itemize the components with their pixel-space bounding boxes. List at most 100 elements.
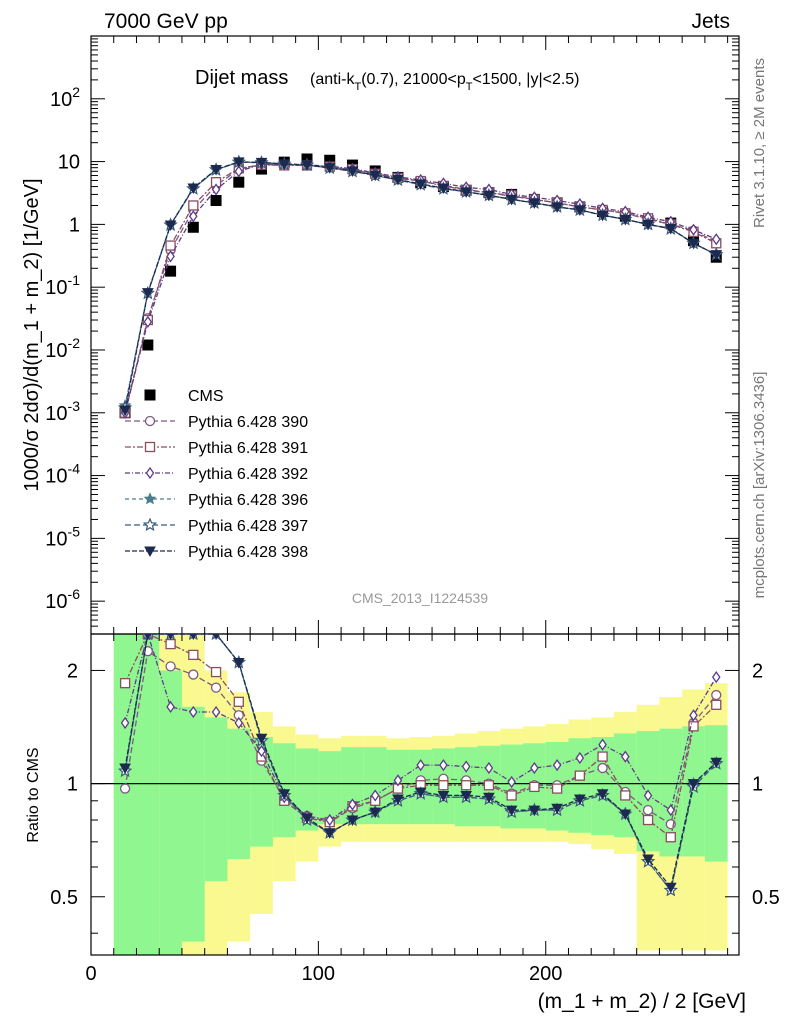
ratio-series-point: [620, 790, 631, 801]
ratio-plot-series: [117, 634, 724, 897]
ratio-series-point: [211, 705, 221, 719]
ratio-y-tick-label-right: 2: [752, 660, 763, 682]
ratio-plot-frame: [90, 633, 740, 956]
stat-band-bin: [363, 747, 387, 825]
main-series-point: [255, 157, 268, 169]
ratio-series-point: [529, 781, 540, 793]
ratio-series-point: [505, 805, 518, 817]
main-series-point: [392, 174, 404, 186]
main-series-point: [505, 194, 518, 206]
ratio-series-point: [575, 751, 585, 765]
y-tick-label: 10-4: [45, 461, 80, 488]
ratio-series-point: [414, 787, 427, 799]
ratio-series-point: [461, 780, 472, 791]
stat-band-bin: [295, 748, 319, 831]
ratio-series-point: [642, 814, 654, 826]
ratio-series-point: [257, 745, 266, 758]
stat-band-bin: [204, 717, 228, 882]
stat-band-bin: [568, 738, 592, 833]
y-tick-label: 1: [69, 214, 80, 236]
main-series-point: [278, 159, 291, 170]
chart-subtitle: (anti-kT(0.7), 21000<pT<1500, |y|<2.5): [310, 71, 580, 93]
legend-marker: [144, 415, 156, 427]
legend-label: Pythia 6.428 390: [188, 414, 308, 431]
stat-band-bin: [682, 726, 705, 857]
cms-data-point: [142, 339, 154, 351]
ratio-series-line: [124, 634, 717, 821]
main-series-point: [483, 190, 495, 202]
stat-band-bin: [227, 728, 251, 860]
ratio-series-point: [210, 666, 222, 678]
main-series-5: [117, 154, 724, 414]
ratio-series-point: [120, 716, 130, 730]
ratio-y-axis-label: Ratio to CMS: [25, 747, 42, 842]
legend-marker: [143, 492, 157, 505]
ratio-series-point: [255, 733, 268, 745]
stat-band-bin: [181, 706, 205, 942]
main-series-point: [187, 183, 200, 195]
ratio-series-point: [597, 762, 608, 774]
y-tick-label: 10-5: [45, 523, 80, 550]
ratio-series-point: [370, 789, 380, 802]
ratio-series-point: [189, 705, 198, 719]
main-series-point: [141, 288, 154, 299]
ratio-series-point: [552, 758, 562, 772]
legend-label: Pythia 6.428 392: [188, 466, 308, 483]
ratio-series-point: [619, 809, 632, 821]
cms-data-point: [210, 195, 222, 207]
main-series-point: [619, 214, 632, 226]
main-series-point: [711, 233, 721, 246]
x-tick-label: 0: [85, 963, 96, 985]
main-series-point: [211, 183, 221, 196]
legend-marker: [144, 441, 156, 453]
ratio-series-point: [551, 783, 563, 794]
main-series-point: [710, 250, 723, 261]
ratio-series-point: [346, 815, 359, 827]
ratio-series-3: [120, 634, 721, 827]
main-series-point: [369, 170, 382, 182]
ratio-series-point: [416, 758, 425, 772]
cms-data-point: [187, 221, 199, 233]
mcplots-reference-label: mcplots.cern.ch [arXiv:1306.3436]: [751, 372, 768, 599]
main-series-4: [118, 155, 723, 412]
main-series-point: [301, 160, 313, 171]
analysis-watermark: CMS_2013_I1224539: [352, 590, 488, 606]
main-series-point: [165, 240, 176, 251]
ratio-series-point: [597, 751, 608, 762]
ratio-series-point: [688, 721, 699, 732]
ratio-series-point: [165, 638, 176, 650]
ratio-series-point: [711, 689, 722, 701]
ratio-series-point: [711, 670, 721, 684]
ratio-series-point: [210, 682, 222, 693]
legend-label: Pythia 6.428 398: [188, 544, 308, 561]
ratio-series-point: [598, 738, 607, 751]
ratio-series-point: [439, 758, 448, 772]
legend-label-cms: CMS: [188, 388, 224, 405]
legend-marker: [144, 546, 156, 558]
main-series-point: [596, 210, 609, 222]
ratio-series-point: [325, 813, 335, 827]
ratio-series-6: [119, 634, 723, 894]
main-series-point: [346, 166, 359, 177]
legend: CMS Pythia 6.428 390 Pythia 6.428 391 Pythi…: [125, 388, 308, 561]
ratio-series-point: [711, 699, 722, 710]
main-series-point: [460, 187, 473, 198]
ratio-series-point: [393, 774, 403, 787]
stat-band-bin: [659, 728, 683, 857]
ratio-series-point: [643, 789, 653, 802]
stat-band-bin: [613, 733, 637, 838]
main-series-point: [232, 157, 245, 168]
ratio-series-point: [233, 696, 244, 707]
main-series-point: [166, 250, 175, 263]
main-series-point: [143, 315, 153, 329]
chart-title: Dijet mass: [195, 67, 288, 89]
header-right-label: Jets: [691, 10, 730, 33]
ratio-series-point: [689, 709, 698, 722]
ratio-series-point: [144, 634, 152, 641]
ratio-series-point: [460, 790, 473, 802]
y-tick-label: 10-3: [45, 398, 80, 425]
ratio-series-point: [483, 792, 495, 804]
ratio-y-tick-label: 2: [67, 660, 78, 682]
